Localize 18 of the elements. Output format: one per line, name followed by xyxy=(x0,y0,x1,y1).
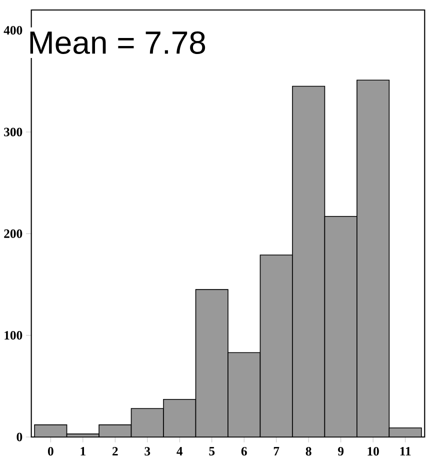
annotation: Mean = 7.78 xyxy=(30,31,206,54)
x-tick-label: 6 xyxy=(241,447,247,456)
x-tick-label: 9 xyxy=(338,447,344,456)
y-tick-label: 400 xyxy=(4,26,22,35)
x-tick-label: 8 xyxy=(306,447,312,456)
x-tick-label: 3 xyxy=(144,447,150,456)
x-tick-label: 0 xyxy=(48,447,54,456)
x-tick-label: 2 xyxy=(112,447,118,456)
x-tick-label: 10 xyxy=(368,447,379,456)
x-tick-label: 5 xyxy=(209,447,215,456)
y-tick-label: 0 xyxy=(16,432,22,442)
x-tick-label: 1 xyxy=(80,447,86,456)
y-tick-label: 200 xyxy=(4,229,22,238)
y-tick-label: 300 xyxy=(4,128,22,136)
y-tick-label: 100 xyxy=(4,331,22,340)
x-tick-label: 7 xyxy=(274,447,280,456)
x-tick-label: 11 xyxy=(400,447,411,456)
x-tick-label: 4 xyxy=(176,447,183,456)
